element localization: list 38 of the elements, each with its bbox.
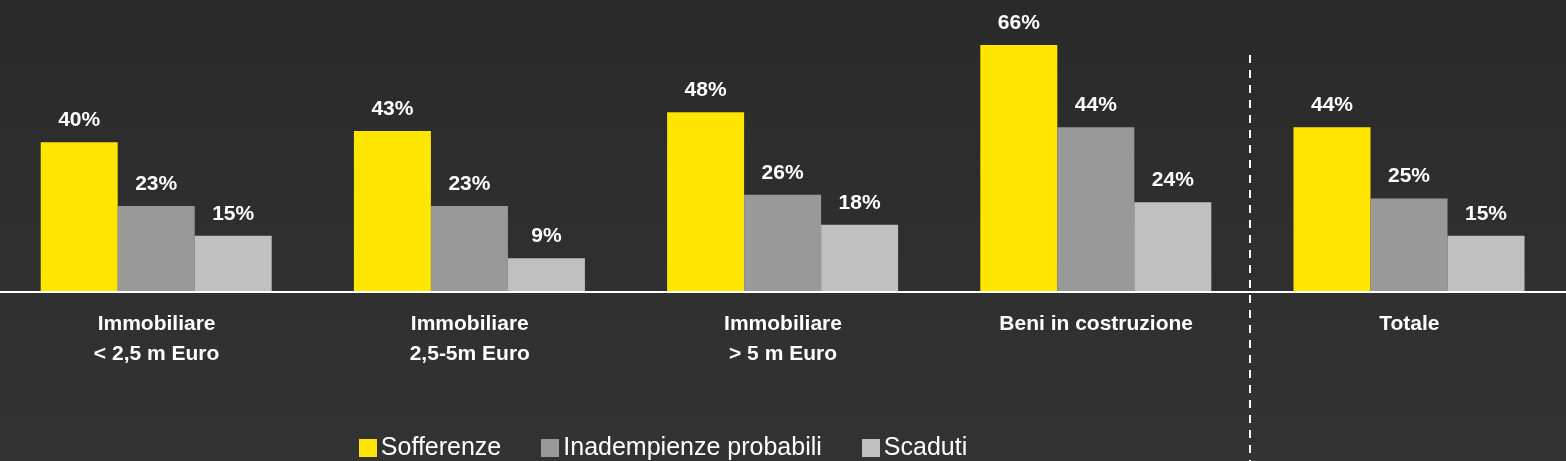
data-label: 44%	[1074, 92, 1118, 116]
bar	[507, 258, 585, 292]
x-tick-label: Immobiliare < 2,5 m Euro	[93, 311, 220, 364]
bar	[744, 194, 822, 292]
data-label: 26%	[761, 159, 804, 183]
bar	[40, 142, 118, 292]
bar	[1447, 235, 1525, 292]
data-label: 25%	[1388, 163, 1431, 187]
bar	[194, 235, 272, 292]
bar	[1134, 202, 1212, 292]
x-tick-label: Beni in costruzione	[999, 311, 1194, 334]
legend-label: Inadempienze probabili	[563, 432, 822, 460]
data-label: 9%	[531, 223, 562, 247]
data-label: 43%	[371, 96, 414, 120]
data-label: 24%	[1151, 167, 1195, 191]
data-label: 18%	[838, 189, 881, 213]
legend-label: Scaduti	[883, 432, 968, 460]
bar	[980, 45, 1058, 292]
data-label: 66%	[997, 10, 1041, 33]
data-label: 40%	[58, 107, 101, 131]
data-label: 23%	[448, 170, 491, 194]
data-label: 23%	[135, 170, 178, 194]
bar	[1293, 127, 1371, 292]
bar	[1057, 127, 1135, 292]
data-label: 48%	[684, 77, 727, 101]
data-label: 44%	[1311, 92, 1354, 116]
x-tick-label: Immobiliare > 5 m Euro	[724, 311, 842, 364]
bar	[353, 131, 431, 292]
x-tick-label: Totale	[1379, 311, 1440, 334]
bar	[821, 224, 899, 292]
bar	[430, 205, 508, 292]
data-label: 15%	[1465, 200, 1508, 224]
x-tick-label: Immobiliare 2,5-5m Euro	[409, 311, 530, 364]
bar	[667, 112, 745, 292]
bar	[117, 205, 195, 292]
data-label: 15%	[212, 200, 255, 224]
legend-label: Sofferenze	[380, 432, 502, 460]
bar	[1370, 198, 1448, 292]
